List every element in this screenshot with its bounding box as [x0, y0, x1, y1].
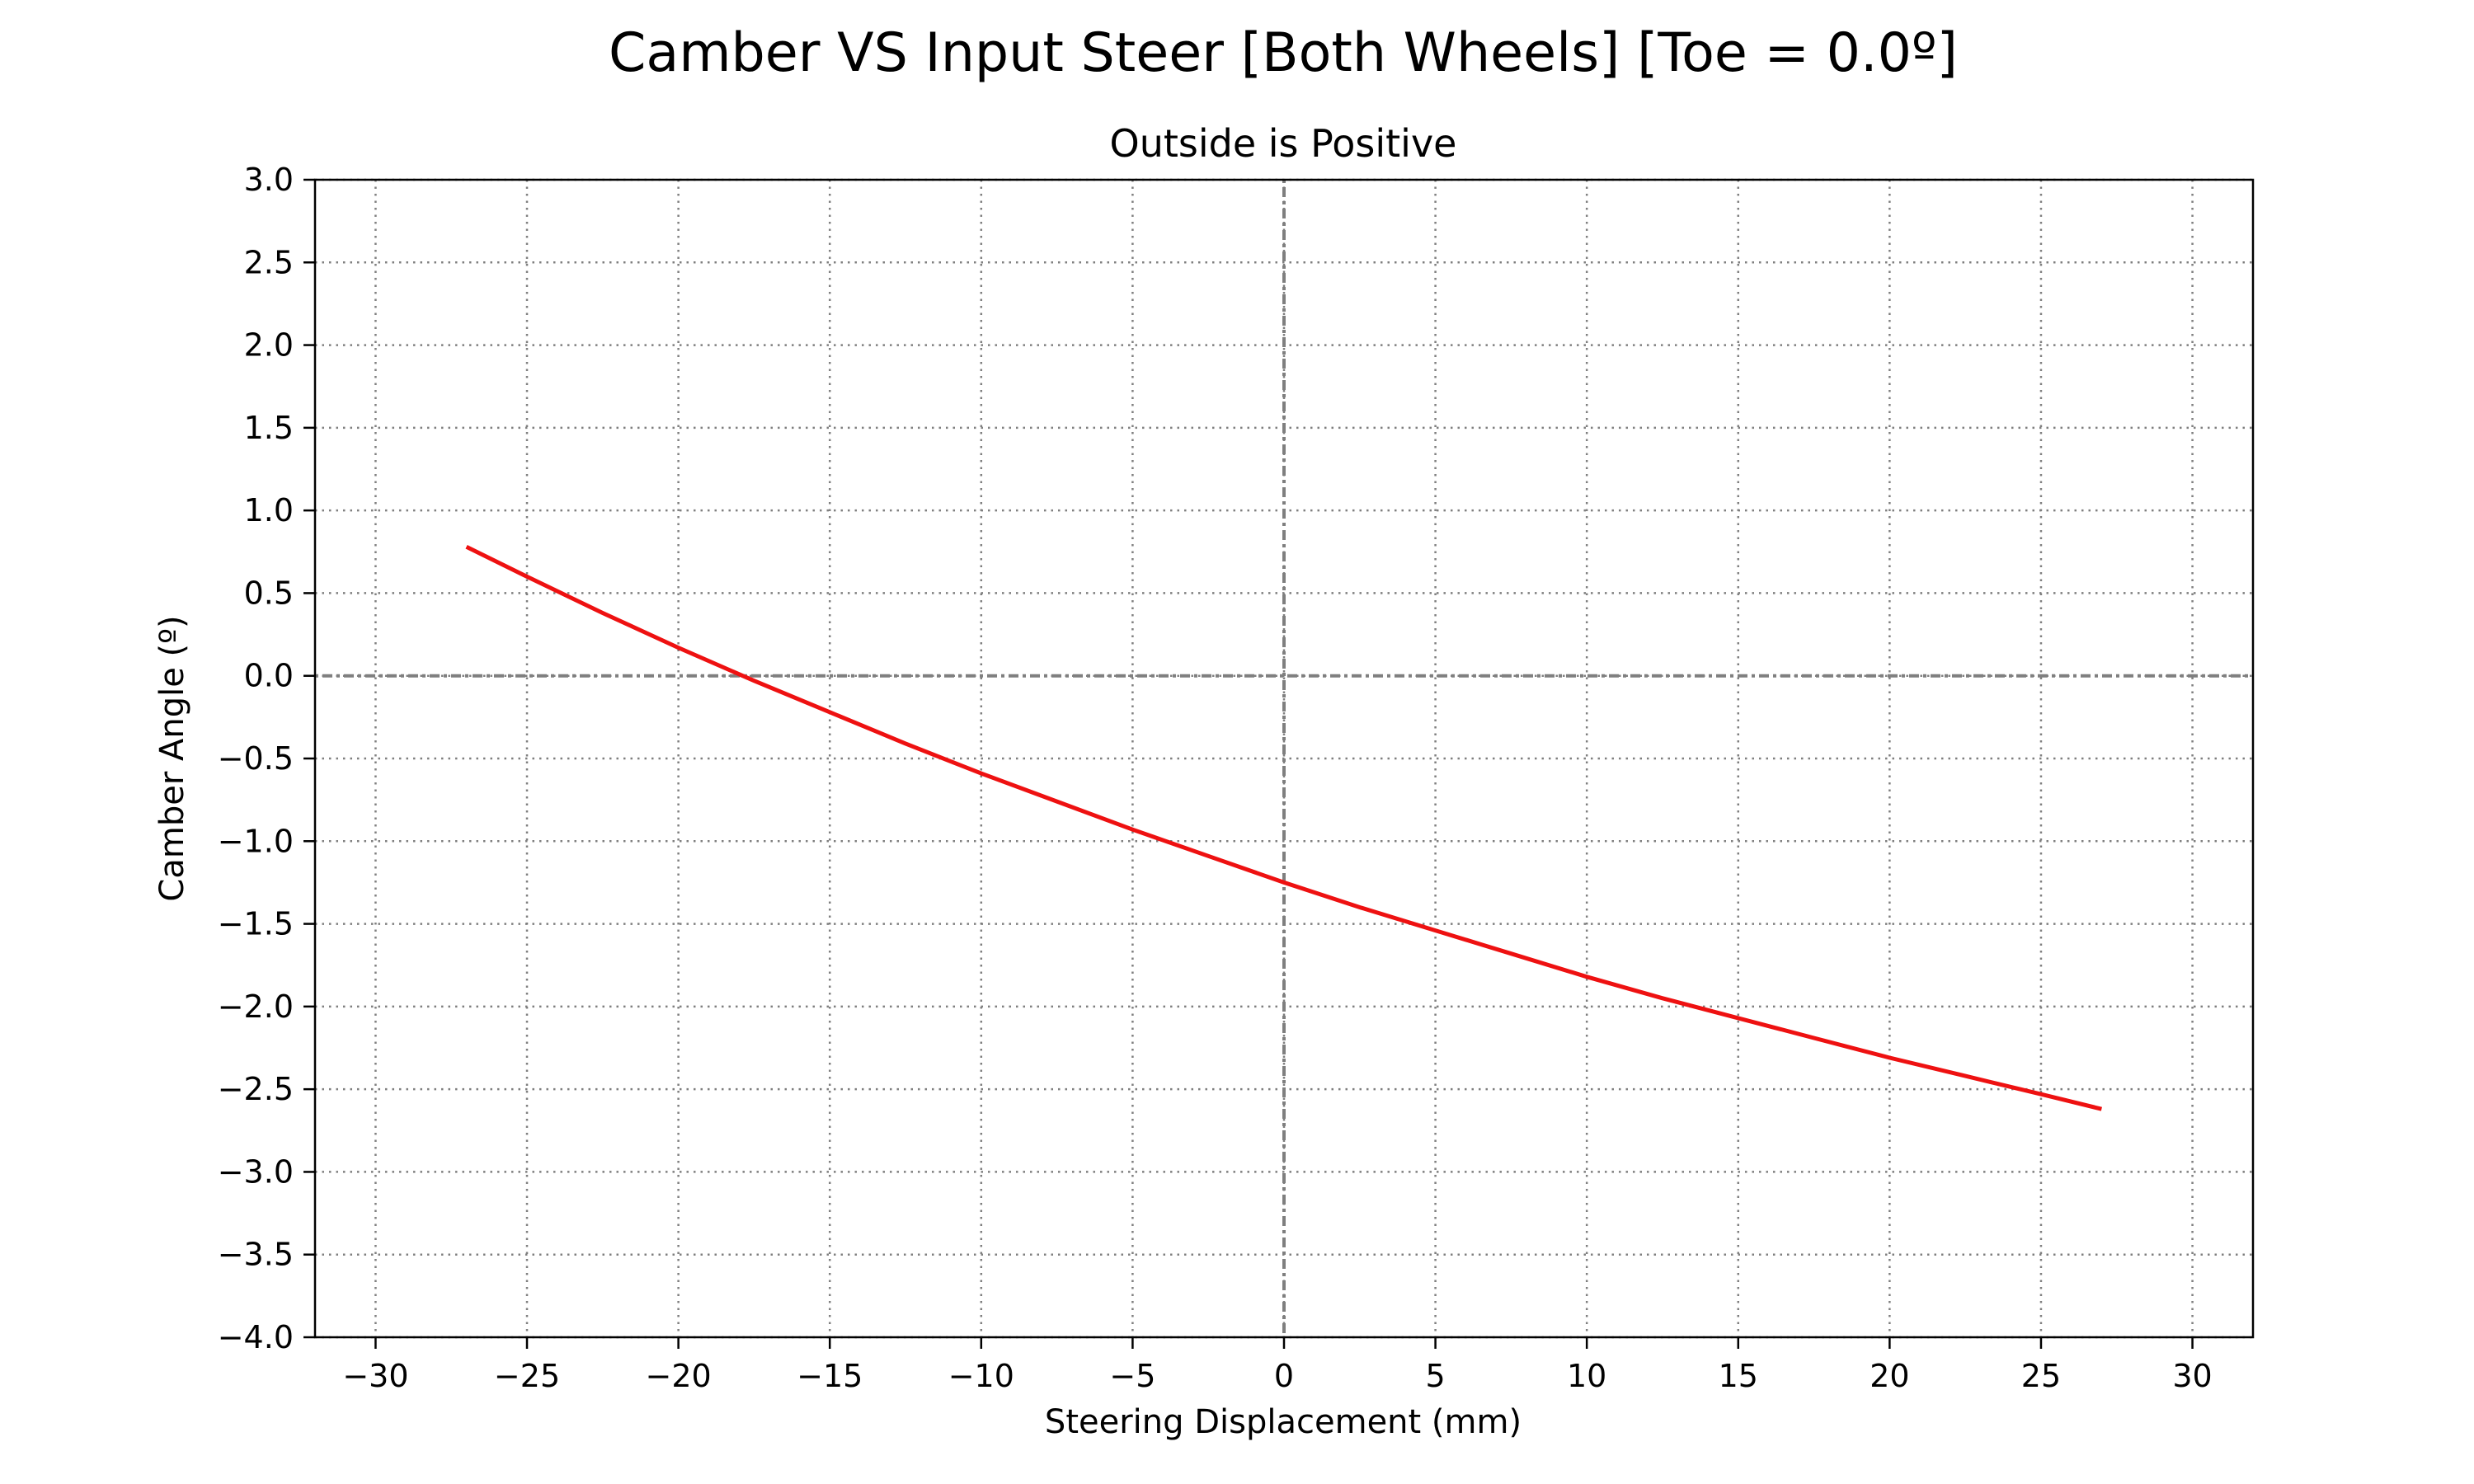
y-tick-label: 2.5 [244, 244, 294, 280]
y-tick-label: −2.5 [218, 1071, 294, 1107]
y-tick-label: −1.5 [218, 906, 294, 942]
series-layer [465, 545, 2102, 1111]
x-tick-label: −5 [1109, 1358, 1155, 1394]
y-axis-label: Camber Angle (º) [153, 615, 191, 901]
reference-lines [315, 180, 2253, 1337]
x-tick-label: 10 [1567, 1358, 1606, 1394]
x-tick-label: −20 [646, 1358, 712, 1394]
y-tick-label: 1.5 [244, 410, 294, 446]
y-tick-label: 0.5 [244, 575, 294, 611]
y-axis-ticks: 3.0 2.5 2.0 1.5 1.0 0.5 0.0 −0.5 −1.0 −1.5 −2.0 −2.… [218, 162, 315, 1355]
y-tick-label: 3.0 [244, 162, 294, 198]
x-tick-label: −25 [494, 1358, 560, 1394]
y-tick-label: 2.0 [244, 327, 294, 364]
y-tick-label: −3.5 [218, 1237, 294, 1273]
x-tick-label: 5 [1426, 1358, 1446, 1394]
series-line [465, 545, 2102, 1111]
x-tick-label: 30 [2172, 1358, 2212, 1394]
x-axis-label: Steering Displacement (mm) [1045, 1403, 1522, 1441]
x-tick-label: −15 [797, 1358, 863, 1394]
chart-title: Camber VS Input Steer [Both Wheels] [Toe… [609, 22, 1958, 84]
x-tick-label: 25 [2021, 1358, 2061, 1394]
chart-subtitle: Outside is Positive [1110, 121, 1457, 166]
y-tick-label: −4.0 [218, 1319, 294, 1355]
x-tick-label: 0 [1274, 1358, 1294, 1394]
x-tick-label: 20 [1870, 1358, 1909, 1394]
y-tick-label: −1.0 [218, 823, 294, 859]
y-tick-label: −3.0 [218, 1153, 294, 1190]
y-tick-label: −0.5 [218, 740, 294, 777]
x-tick-label: 15 [1719, 1358, 1758, 1394]
y-tick-label: 1.0 [244, 492, 294, 528]
x-tick-label: −30 [342, 1358, 408, 1394]
x-tick-label: −10 [948, 1358, 1014, 1394]
y-tick-label: −2.0 [218, 989, 294, 1025]
y-tick-label: 0.0 [244, 658, 294, 694]
x-axis-ticks: −30 −25 −20 −15 −10 −5 0 5 10 15 20 25 30 [342, 1337, 2213, 1394]
